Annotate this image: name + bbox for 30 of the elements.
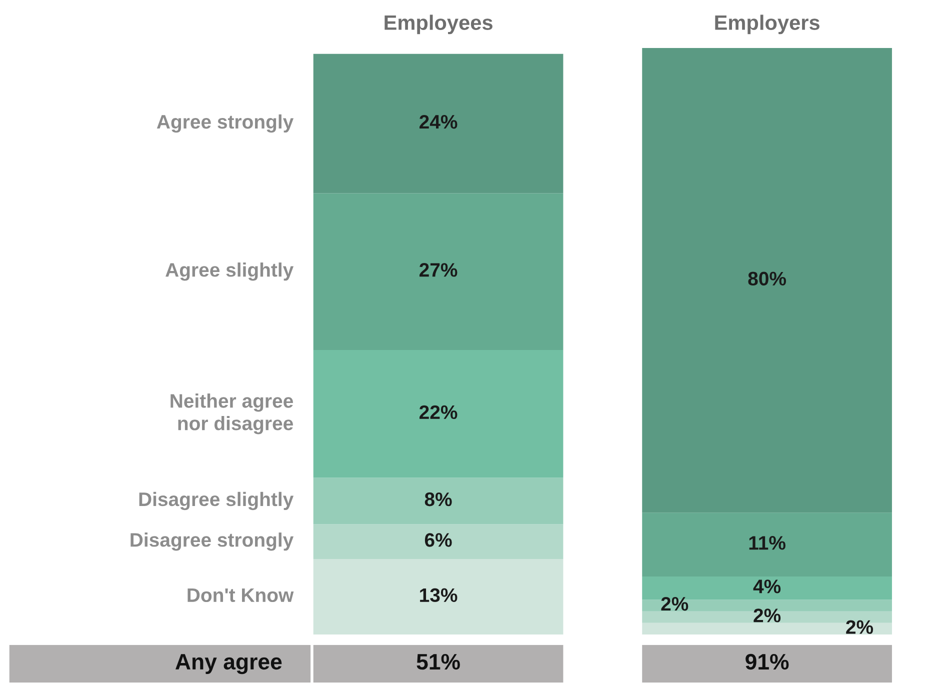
series-label: Disagree strongly <box>130 532 294 551</box>
series-label: Disagree slightly <box>139 492 294 510</box>
bar <box>313 350 564 478</box>
bar <box>313 524 564 560</box>
data-label: 2% <box>661 596 688 611</box>
data-label: 80% <box>748 272 786 286</box>
text: 91% <box>746 654 789 670</box>
bar <box>313 478 564 524</box>
bar <box>313 54 564 194</box>
data-label: 2% <box>846 620 874 634</box>
series-label: Agree slightly <box>166 262 294 281</box>
data-label: 22% <box>420 405 458 420</box>
x-tick-label: Employees <box>384 14 492 34</box>
series-label: Don't Know <box>188 588 294 602</box>
text: 51% <box>416 654 460 670</box>
series-label: Neither agree nor disagree <box>170 394 293 434</box>
data-label: 2% <box>754 608 781 622</box>
bar <box>642 512 892 576</box>
data-label: 4% <box>753 580 781 594</box>
text: Any agree <box>176 654 282 674</box>
data-label: 11% <box>749 536 786 550</box>
series-label: Agree strongly <box>156 114 294 133</box>
data-label: 27% <box>420 263 458 277</box>
data-label: 6% <box>424 533 452 547</box>
x-tick-label: Employers <box>715 14 820 34</box>
bar <box>313 559 564 635</box>
data-label: 8% <box>424 492 452 506</box>
data-label: 24% <box>420 114 458 129</box>
data-label: 13% <box>420 588 458 602</box>
bar <box>313 193 564 350</box>
